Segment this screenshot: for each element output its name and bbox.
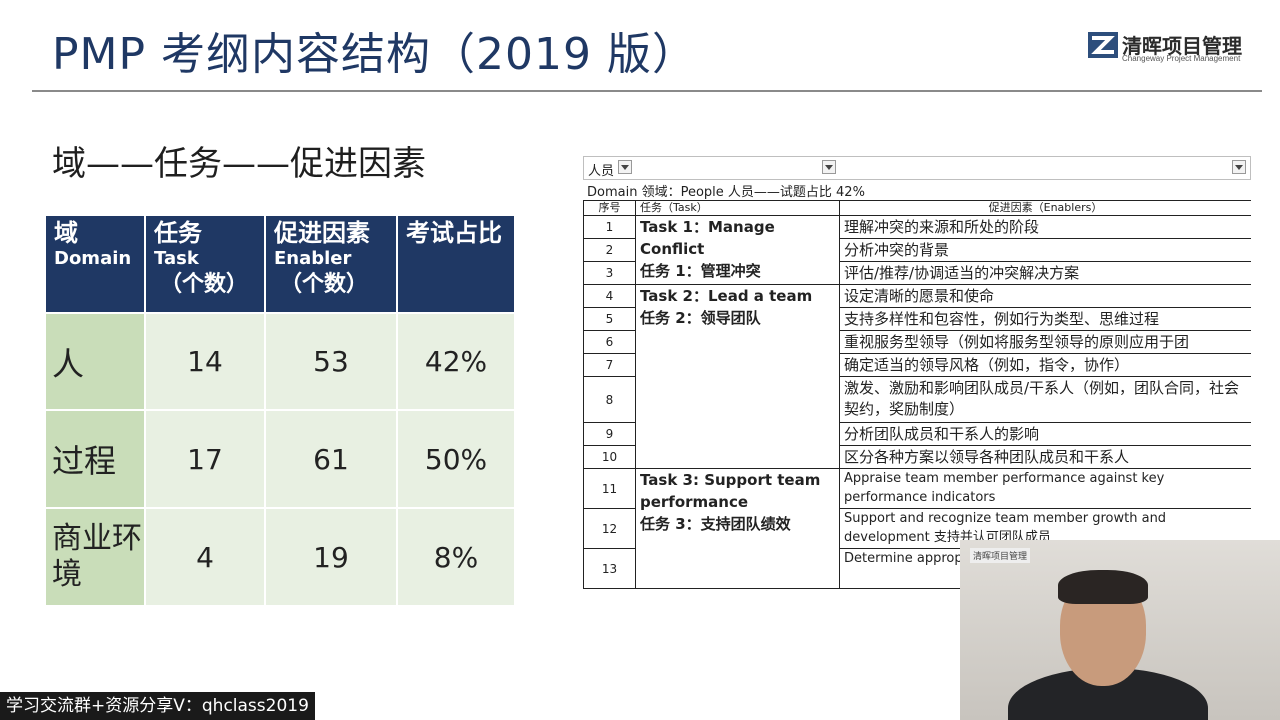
enabler-cell: 分析团队成员和干系人的影响 — [839, 422, 1251, 446]
slide-subtitle: 域——任务——促进因素 — [52, 144, 426, 184]
filter-dropdown-icon[interactable] — [1232, 160, 1246, 174]
enabler-cell: 支持多样性和包容性，例如行为类型、思维过程 — [839, 307, 1251, 331]
table-row: 商业环境 4 19 8% — [46, 509, 514, 605]
logo-en-text: Changeway Project Management — [1122, 54, 1241, 63]
share-cell: 42% — [398, 314, 514, 409]
logo-mark-icon — [1088, 32, 1118, 58]
col-header-no: 序号 — [583, 200, 636, 216]
row-number: 10 — [583, 445, 636, 469]
row-number: 5 — [583, 307, 636, 331]
task-cell: Task 3: Support team performance 任务 3：支持… — [635, 468, 840, 589]
row-number: 8 — [583, 376, 636, 423]
row-number: 6 — [583, 330, 636, 354]
filter-bar: 人员 — [583, 156, 1251, 180]
filter-label: 人员 — [588, 164, 615, 179]
enabler-cell: 设定清晰的愿景和使命 — [839, 284, 1251, 308]
table-row: 10 区分各种方案以领导各种团队成员和干系人 — [583, 445, 1251, 469]
task-cn: 任务 1：管理冲突 — [640, 262, 761, 280]
enabler-count-cell: 19 — [266, 509, 396, 605]
row-number: 9 — [583, 422, 636, 446]
table-row: 5 支持多样性和包容性，例如行为类型、思维过程 — [583, 307, 1251, 331]
row-number: 3 — [583, 261, 636, 285]
enabler-cell: 分析冲突的背景 — [839, 238, 1251, 262]
task-cell: Task 1：Manage Conflict 任务 1：管理冲突 — [635, 215, 840, 285]
task-cn: 任务 3：支持团队绩效 — [640, 515, 791, 533]
table-row: 4 Task 2：Lead a team 任务 2：领导团队 设定清晰的愿景和使… — [583, 284, 1251, 469]
enabler-cell: 区分各种方案以领导各种团队成员和干系人 — [839, 445, 1251, 469]
slide-title: PMP 考纲内容结构（2019 版） — [52, 29, 697, 80]
table-row: 2 分析冲突的背景 — [583, 238, 1251, 262]
row-number: 12 — [583, 508, 636, 549]
task-cn: 任务 2：领导团队 — [640, 309, 761, 327]
task-cell: Task 2：Lead a team 任务 2：领导团队 — [635, 284, 840, 469]
enabler-cell: 理解冲突的来源和所处的阶段 — [839, 215, 1251, 239]
row-number: 4 — [583, 284, 636, 308]
domain-cell: 商业环境 — [46, 509, 144, 605]
enabler-table: 序号 任务（Task） 促进因素（Enablers） 1 Task 1：Mana… — [583, 200, 1251, 589]
webcam-overlay: 清晖项目管理 — [960, 540, 1280, 720]
task-count-cell: 4 — [146, 509, 264, 605]
row-number: 13 — [583, 548, 636, 589]
table-row: 1 Task 1：Manage Conflict 任务 1：管理冲突 理解冲突的… — [583, 215, 1251, 285]
task-en: Task 1：Manage Conflict — [640, 218, 775, 258]
filter-dropdown-icon[interactable] — [618, 160, 632, 174]
table-row: 11 Task 3: Support team performance 任务 3… — [583, 468, 1251, 589]
watermark-banner: 学习交流群+资源分享V：qhclass2019 — [0, 692, 315, 720]
table-row: 9 分析团队成员和干系人的影响 — [583, 422, 1251, 446]
enabler-count-cell: 53 — [266, 314, 396, 409]
presenter-hair — [1058, 570, 1148, 604]
header-share: 考试占比 — [398, 216, 514, 312]
domain-cell: 人 — [46, 314, 144, 409]
row-number: 1 — [583, 215, 636, 239]
header-domain: 域 Domain — [46, 216, 144, 312]
enabler-cell: Appraise team member performance against… — [839, 468, 1251, 509]
domain-cell: 过程 — [46, 411, 144, 507]
logo-cn-text: 清晖项目管理 — [1122, 34, 1242, 58]
task-en: Task 3: Support team performance — [640, 471, 821, 511]
table-row: 6 重视服务型领导（例如将服务型领导的原则应用于团 — [583, 330, 1251, 354]
task-en: Task 2：Lead a team — [640, 287, 813, 305]
enabler-cell: 确定适当的领导风格（例如，指令，协作） — [839, 353, 1251, 377]
row-number: 7 — [583, 353, 636, 377]
row-number: 11 — [583, 468, 636, 509]
col-header-task: 任务（Task） — [635, 200, 840, 216]
enabler-cell: 重视服务型领导（例如将服务型领导的原则应用于团 — [839, 330, 1251, 354]
filter-dropdown-icon[interactable] — [822, 160, 836, 174]
people-domain-sheet: 人员 Domain 领域：People 人员——试题占比 42% 序号 任务（T… — [583, 156, 1251, 608]
domain-caption: Domain 领域：People 人员——试题占比 42% — [587, 185, 865, 200]
header-task: 任务 Task （个数） — [146, 216, 264, 312]
enabler-cell: 评估/推荐/协调适当的冲突解决方案 — [839, 261, 1251, 285]
task-count-cell: 14 — [146, 314, 264, 409]
share-cell: 50% — [398, 411, 514, 507]
task-count-cell: 17 — [146, 411, 264, 507]
domain-summary-table: 域 Domain 任务 Task （个数） 促进因素 Enabler （个数） … — [44, 214, 516, 607]
brand-logo: 清晖项目管理 Changeway Project Management — [1088, 30, 1258, 66]
share-cell: 8% — [398, 509, 514, 605]
header-enabler: 促进因素 Enabler （个数） — [266, 216, 396, 312]
webcam-logo: 清晖项目管理 — [970, 548, 1031, 563]
table-row: 7 确定适当的领导风格（例如，指令，协作） — [583, 353, 1251, 377]
table-row: 过程 17 61 50% — [46, 411, 514, 507]
table-row: 人 14 53 42% — [46, 314, 514, 409]
title-divider — [32, 90, 1262, 92]
enabler-count-cell: 61 — [266, 411, 396, 507]
enabler-cell: 激发、激励和影响团队成员/干系人（例如，团队合同，社会契约，奖励制度） — [839, 376, 1251, 423]
col-header-enabler: 促进因素（Enablers） — [839, 200, 1251, 216]
row-number: 2 — [583, 238, 636, 262]
